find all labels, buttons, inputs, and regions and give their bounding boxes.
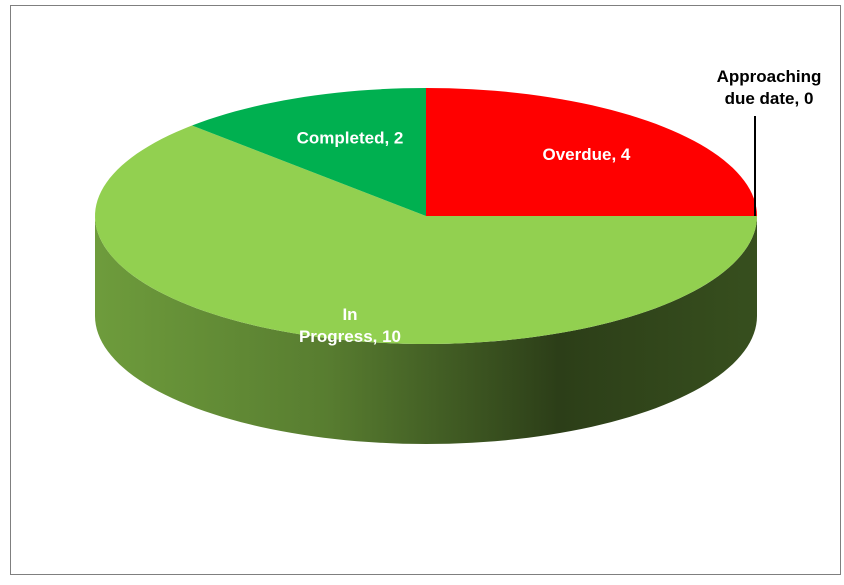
label-line: In [342, 305, 357, 324]
pie-side [95, 216, 757, 444]
pie-slice [95, 125, 757, 345]
pie-slice [191, 88, 426, 216]
label-line: Approaching [717, 67, 822, 86]
data-label: Overdue, 4 [542, 145, 630, 164]
data-label: Completed, 2 [297, 129, 404, 148]
data-label: In Progress, 10 [299, 305, 401, 346]
data-label: Approaching due date, 0 [717, 67, 822, 108]
label-line: due date, 0 [725, 89, 814, 108]
label-line: Progress, 10 [299, 327, 401, 346]
pie-slice [426, 88, 757, 216]
